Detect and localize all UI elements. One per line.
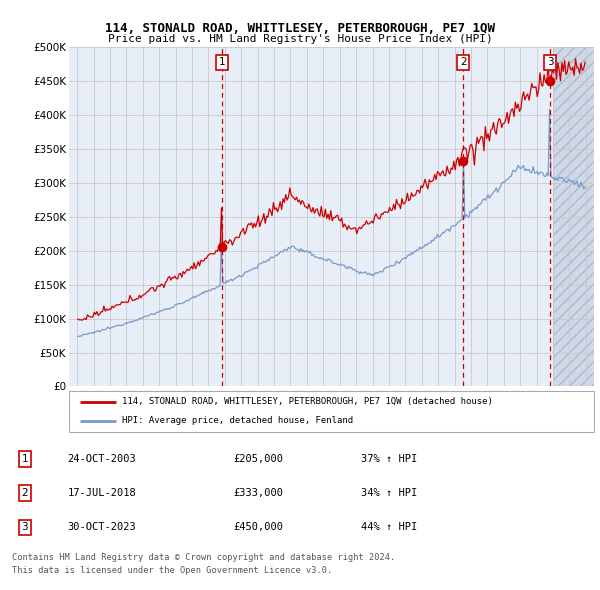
Text: 24-OCT-2003: 24-OCT-2003 bbox=[67, 454, 136, 464]
Text: 1: 1 bbox=[218, 57, 225, 67]
Text: 44% ↑ HPI: 44% ↑ HPI bbox=[361, 523, 418, 532]
Text: HPI: Average price, detached house, Fenland: HPI: Average price, detached house, Fenl… bbox=[121, 416, 353, 425]
Text: This data is licensed under the Open Government Licence v3.0.: This data is licensed under the Open Gov… bbox=[12, 566, 332, 575]
Text: 30-OCT-2023: 30-OCT-2023 bbox=[67, 523, 136, 532]
Text: 3: 3 bbox=[22, 523, 28, 532]
Text: 114, STONALD ROAD, WHITTLESEY, PETERBOROUGH, PE7 1QW (detached house): 114, STONALD ROAD, WHITTLESEY, PETERBORO… bbox=[121, 397, 493, 407]
Text: 34% ↑ HPI: 34% ↑ HPI bbox=[361, 489, 418, 499]
Text: £450,000: £450,000 bbox=[233, 523, 283, 532]
Text: £205,000: £205,000 bbox=[233, 454, 283, 464]
Bar bbox=[553, 47, 594, 386]
Text: £333,000: £333,000 bbox=[233, 489, 283, 499]
Text: 2: 2 bbox=[22, 489, 28, 499]
Text: Contains HM Land Registry data © Crown copyright and database right 2024.: Contains HM Land Registry data © Crown c… bbox=[12, 553, 395, 562]
Text: 17-JUL-2018: 17-JUL-2018 bbox=[67, 489, 136, 499]
Text: 37% ↑ HPI: 37% ↑ HPI bbox=[361, 454, 418, 464]
Bar bbox=[553, 47, 594, 386]
Text: 114, STONALD ROAD, WHITTLESEY, PETERBOROUGH, PE7 1QW: 114, STONALD ROAD, WHITTLESEY, PETERBORO… bbox=[105, 22, 495, 35]
Text: 1: 1 bbox=[22, 454, 28, 464]
Text: 2: 2 bbox=[460, 57, 467, 67]
Text: Price paid vs. HM Land Registry's House Price Index (HPI): Price paid vs. HM Land Registry's House … bbox=[107, 34, 493, 44]
Text: 3: 3 bbox=[547, 57, 554, 67]
